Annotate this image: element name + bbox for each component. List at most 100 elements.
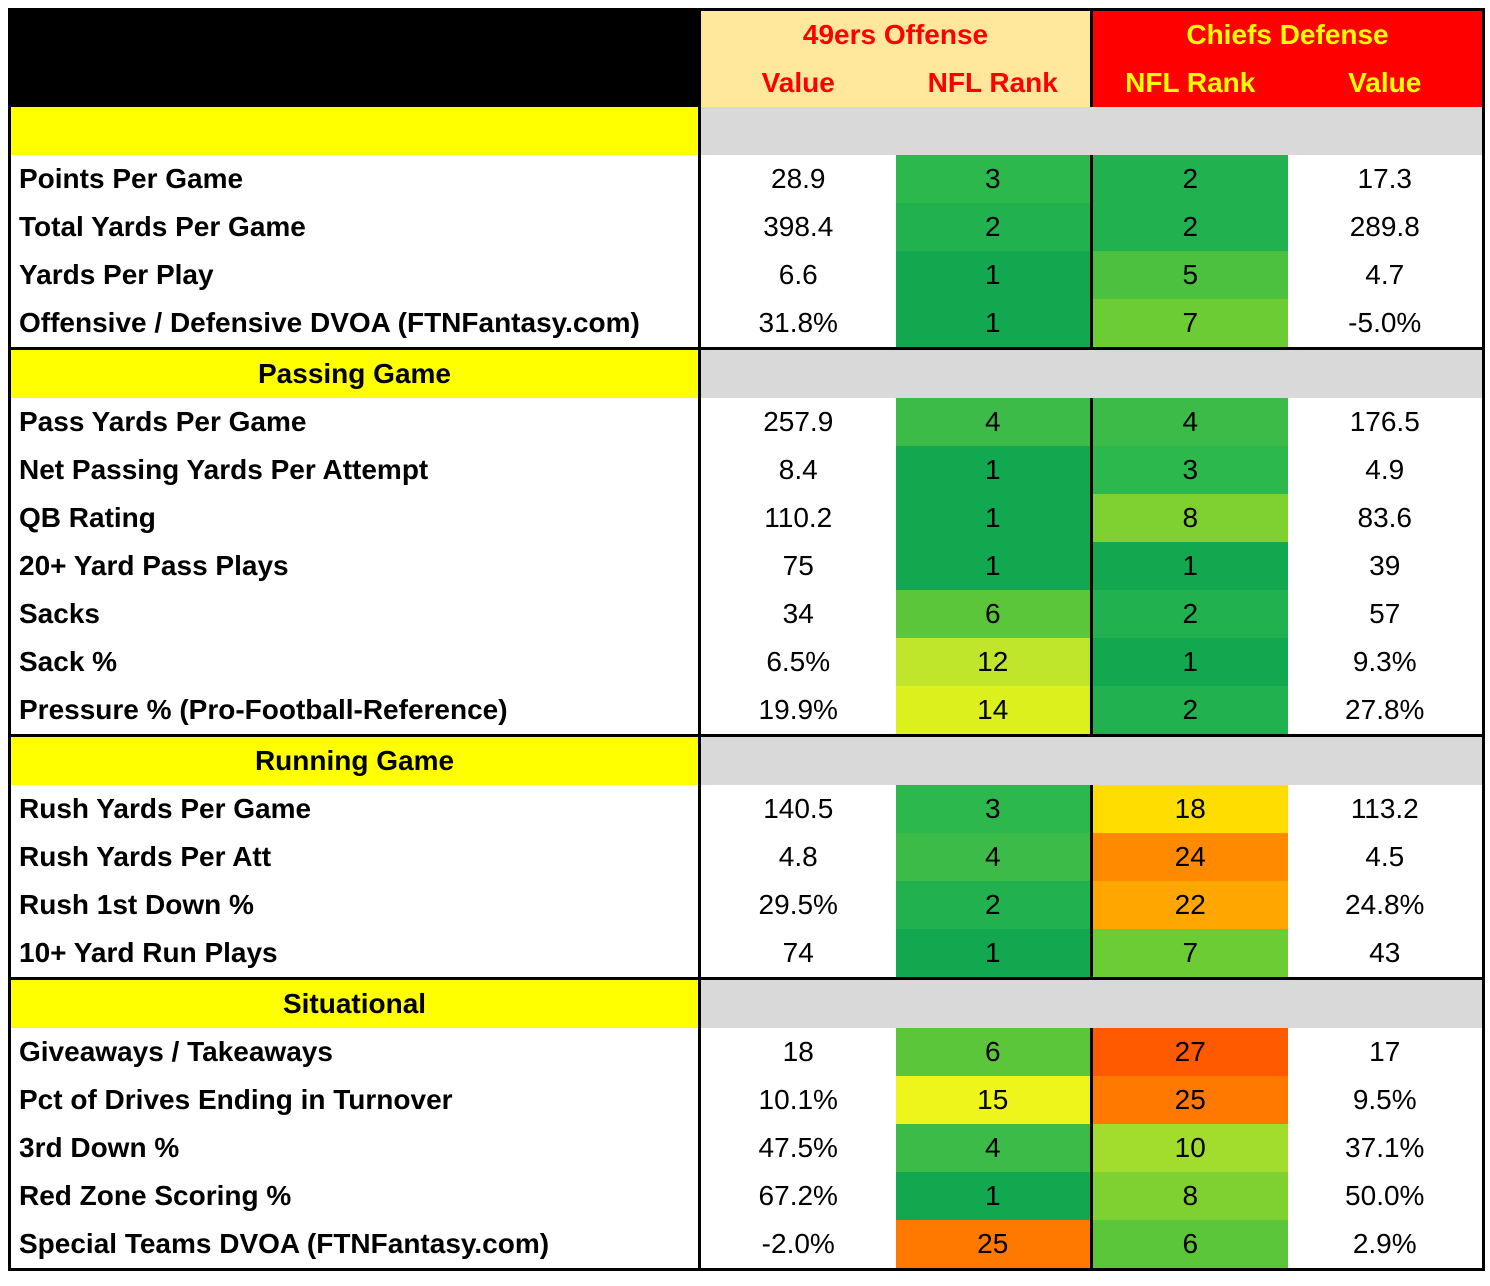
- section-title: [9, 107, 700, 155]
- offense-value-cell: 6.6: [698, 251, 896, 299]
- offense-value-cell: 140.5: [698, 785, 896, 833]
- defense-rank-cell: 2: [1090, 203, 1288, 251]
- table-row: 10+ Yard Run Plays 74 1 7 43: [10, 929, 1484, 979]
- defense-value-cell: 2.9%: [1352, 1228, 1417, 1259]
- metric-label: Points Per Game: [19, 163, 244, 194]
- section-gray-band: [698, 347, 1484, 398]
- offense-value-cell: 28.9: [698, 155, 896, 203]
- defense-value-header: Value: [1287, 59, 1484, 107]
- offense-rank-cell: 15: [895, 1076, 1092, 1124]
- section-title: Running Game: [9, 734, 700, 785]
- defense-value-cell: 83.6: [1357, 502, 1413, 533]
- offense-value-cell: 47.5%: [698, 1124, 896, 1172]
- metric-label: Total Yards Per Game: [19, 211, 306, 242]
- offense-value-cell: 8.4: [698, 446, 896, 494]
- offense-rank-cell: 1: [895, 299, 1092, 349]
- section-title: Passing Game: [9, 347, 700, 398]
- metric-label: Yards Per Play: [19, 259, 214, 290]
- table-row: 3rd Down % 47.5% 4 10 37.1%: [10, 1124, 1484, 1172]
- defense-value-cell: 17.3: [1357, 163, 1413, 194]
- defense-rank-cell: 4: [1090, 398, 1288, 446]
- defense-value-cell: 57: [1369, 598, 1401, 629]
- metric-label: Pass Yards Per Game: [19, 406, 307, 437]
- table-row: Total Yards Per Game 398.4 2 2 289.8: [10, 203, 1484, 251]
- table-row: Net Passing Yards Per Attempt 8.4 1 3 4.9: [10, 446, 1484, 494]
- defense-rank-cell: 2: [1090, 590, 1288, 638]
- table-row: Rush Yards Per Game 140.5 3 18 113.2: [10, 785, 1484, 833]
- offense-value-cell: 67.2%: [698, 1172, 896, 1220]
- metric-label: Rush 1st Down %: [19, 889, 254, 920]
- table-row: Yards Per Play 6.6 1 5 4.7: [10, 251, 1484, 299]
- offense-value-cell: 257.9: [698, 398, 896, 446]
- offense-rank-cell: 3: [895, 155, 1092, 203]
- stats-comparison-table: 49ers Offense Chiefs Defense Value NFL R…: [8, 8, 1485, 1271]
- defense-value-cell: 43: [1369, 937, 1401, 968]
- defense-value-cell: 9.5%: [1352, 1084, 1417, 1115]
- offense-value-cell: 18: [698, 1028, 896, 1076]
- section-header-row: Passing Game: [9, 347, 1484, 398]
- offense-rank-cell: 6: [895, 1028, 1092, 1076]
- defense-rank-cell: 1: [1090, 542, 1288, 590]
- offense-rank-cell: 1: [895, 446, 1092, 494]
- section-header-row: [9, 107, 1484, 155]
- table-row: Rush 1st Down % 29.5% 2 22 24.8%: [10, 881, 1484, 929]
- defense-value-cell: 176.5: [1349, 406, 1420, 437]
- offense-rank-cell: 12: [895, 638, 1092, 686]
- section-header-row: Running Game: [9, 734, 1484, 785]
- defense-rank-cell: 1: [1090, 638, 1288, 686]
- header-row-teams: 49ers Offense Chiefs Defense: [9, 9, 1484, 107]
- table-row: Pct of Drives Ending in Turnover 10.1% 15 2…: [10, 1076, 1484, 1124]
- offense-value-cell: 398.4: [698, 203, 896, 251]
- offense-value-cell: 4.8: [698, 833, 896, 881]
- metric-label: 20+ Yard Pass Plays: [19, 550, 289, 581]
- offense-rank-cell: 1: [895, 494, 1092, 542]
- table-row: QB Rating 110.2 1 8 83.6: [10, 494, 1484, 542]
- defense-value-cell: 17: [1369, 1036, 1401, 1067]
- table-row: Points Per Game 28.9 3 2 17.3: [10, 155, 1484, 203]
- metric-label: Pressure % (Pro-Football-Reference): [19, 694, 508, 725]
- defense-rank-cell: 27: [1090, 1028, 1288, 1076]
- defense-rank-cell: 8: [1090, 494, 1288, 542]
- metric-label: Giveaways / Takeaways: [19, 1036, 333, 1067]
- offense-value-header: Value: [698, 59, 896, 107]
- table-row: Offensive / Defensive DVOA (FTNFantasy.c…: [10, 299, 1484, 349]
- metric-label: Sack %: [19, 646, 118, 677]
- defense-value-cell: 50.0%: [1345, 1180, 1425, 1211]
- defense-value-cell: 4.5: [1365, 841, 1405, 872]
- offense-rank-cell: 6: [895, 590, 1092, 638]
- defense-rank-cell: 22: [1090, 881, 1288, 929]
- offense-rank-cell: 2: [895, 203, 1092, 251]
- defense-rank-cell: 7: [1090, 929, 1288, 979]
- offense-value-cell: 6.5%: [698, 638, 896, 686]
- header-row-columns: Value NFL Rank NFL Rank Value: [10, 59, 1484, 107]
- defense-rank-cell: 6: [1090, 1220, 1288, 1270]
- metric-label: Net Passing Yards Per Attempt: [19, 454, 429, 485]
- table-row: Rush Yards Per Att 4.8 4 24 4.5: [10, 833, 1484, 881]
- defense-rank-cell: 7: [1090, 299, 1288, 349]
- metric-label: Red Zone Scoring %: [19, 1180, 292, 1211]
- offense-value-cell: 34: [698, 590, 896, 638]
- defense-rank-cell: 5: [1090, 251, 1288, 299]
- offense-rank-cell: 1: [895, 542, 1092, 590]
- section-title: Situational: [9, 977, 700, 1028]
- defense-rank-cell: 2: [1090, 686, 1288, 736]
- metric-label: 3rd Down %: [19, 1132, 180, 1163]
- metric-label: Offensive / Defensive DVOA (FTNFantasy.c…: [19, 307, 640, 338]
- metric-label: Rush Yards Per Game: [19, 793, 312, 824]
- defense-value-cell: 24.8%: [1345, 889, 1425, 920]
- offense-rank-cell: 4: [895, 833, 1092, 881]
- defense-rank-cell: 24: [1090, 833, 1288, 881]
- table-row: Special Teams DVOA (FTNFantasy.com) -2.0%…: [10, 1220, 1484, 1270]
- defense-rank-cell: 2: [1090, 155, 1288, 203]
- defense-value-cell: -5.0%: [1348, 307, 1422, 338]
- offense-rank-cell: 1: [895, 251, 1092, 299]
- offense-rank-cell: 4: [895, 1124, 1092, 1172]
- offense-rank-cell: 2: [895, 881, 1092, 929]
- offense-value-cell: 75: [698, 542, 896, 590]
- section-gray-band: [698, 734, 1484, 785]
- offense-rank-cell: 25: [895, 1220, 1092, 1270]
- defense-value-cell: 289.8: [1349, 211, 1420, 242]
- defense-rank-cell: 8: [1090, 1172, 1288, 1220]
- offense-value-cell: 110.2: [698, 494, 896, 542]
- offense-rank-cell: 4: [895, 398, 1092, 446]
